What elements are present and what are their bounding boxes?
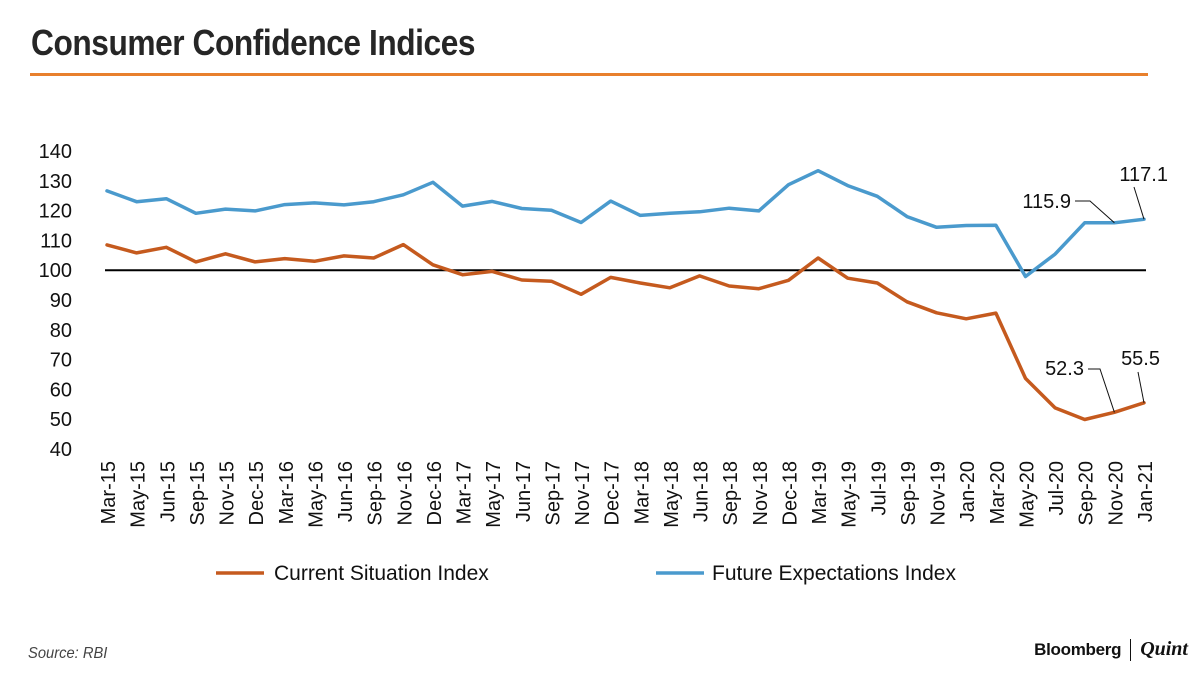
x-tick-label: Jul-19	[868, 461, 890, 515]
brand-secondary: Quint	[1140, 638, 1188, 660]
x-tick-label: May-16	[305, 461, 327, 528]
data-label: 115.9	[1022, 191, 1071, 213]
x-tick-label: Jun-18	[691, 461, 713, 522]
x-tick-label: Sep-17	[542, 461, 564, 526]
y-axis: 40 50 60 70 80 90 100 110 120 130 140	[39, 141, 72, 461]
x-tick-label: Sep-16	[365, 461, 387, 526]
annotation-group: 52.3 55.5 115.9 117.1	[1022, 164, 1168, 413]
x-tick-label: Sep-18	[720, 461, 742, 526]
legend: Current Situation Index Future Expectatio…	[216, 562, 956, 585]
annotation-leader	[1133, 186, 1145, 220]
legend-label: Future Expectations Index	[712, 562, 956, 585]
x-tick-label: May-17	[483, 461, 505, 528]
brand-divider	[1130, 638, 1132, 661]
x-tick-label: Mar-16	[276, 461, 298, 524]
annotation-leader	[1075, 200, 1115, 224]
x-tick-label: Mar-19	[809, 461, 831, 524]
x-tick-label: Nov-17	[572, 461, 594, 525]
data-label: 117.1	[1119, 164, 1168, 186]
y-tick-label: 140	[39, 141, 72, 163]
x-tick-label: Mar-15	[98, 461, 120, 524]
x-tick-label: Sep-15	[187, 461, 209, 526]
y-tick-label: 90	[50, 290, 72, 312]
x-tick-label: Jul-20	[1046, 461, 1068, 515]
y-tick-label: 100	[39, 260, 72, 282]
x-tick-label: Nov-16	[394, 461, 416, 525]
y-tick-label: 70	[50, 350, 72, 372]
annotation-leader	[1088, 368, 1115, 413]
x-tick-label: Dec-17	[602, 461, 624, 525]
x-tick-label: Jun-15	[157, 461, 179, 522]
x-tick-label: Nov-19	[928, 461, 950, 525]
legend-label: Current Situation Index	[274, 562, 489, 585]
x-tick-label: May-15	[128, 461, 150, 528]
x-tick-label: Dec-16	[424, 461, 446, 525]
current-situation-line	[105, 242, 1146, 422]
x-tick-label: Sep-20	[1076, 461, 1098, 526]
series-group	[105, 168, 1146, 422]
y-tick-label: 120	[39, 201, 72, 223]
x-tick-label: Mar-17	[454, 461, 476, 524]
x-tick-label: Jan-20	[957, 461, 979, 522]
data-label: 52.3	[1045, 358, 1084, 380]
x-tick-label: Dec-18	[779, 461, 801, 525]
title-underline	[30, 73, 1148, 76]
brand-primary: Bloomberg	[1034, 639, 1122, 659]
x-tick-label: Jun-17	[513, 461, 535, 522]
x-tick-label: Nov-18	[750, 461, 772, 525]
x-tick-label: Mar-20	[987, 461, 1009, 524]
x-tick-label: Nov-15	[217, 461, 239, 525]
y-tick-label: 110	[40, 230, 72, 252]
y-tick-label: 80	[50, 320, 72, 342]
x-tick-label: Mar-18	[631, 461, 653, 524]
y-tick-label: 130	[39, 171, 72, 193]
x-tick-label: Jan-21	[1135, 461, 1157, 522]
y-tick-label: 50	[50, 409, 72, 431]
x-tick-label: Nov-20	[1105, 461, 1127, 525]
source-note: Source: RBI	[28, 645, 108, 662]
x-axis: Mar-15 May-15 Jun-15 Sep-15 Nov-15 Dec-15 Mar-…	[98, 461, 1157, 528]
annotation-leader	[1137, 371, 1145, 403]
brand-logo: Bloomberg Quint	[1034, 638, 1188, 661]
x-tick-label: May-20	[1016, 461, 1038, 528]
y-tick-label: 60	[50, 379, 72, 401]
data-label: 55.5	[1121, 348, 1160, 370]
x-tick-label: Dec-15	[246, 461, 268, 525]
x-tick-label: Jun-16	[335, 461, 357, 522]
chart-title: Consumer Confidence Indices	[31, 22, 476, 63]
x-tick-label: Sep-19	[898, 461, 920, 526]
x-tick-label: May-19	[839, 461, 861, 528]
future-expectations-line	[105, 168, 1146, 279]
x-tick-label: May-18	[661, 461, 683, 528]
y-tick-label: 40	[50, 439, 72, 461]
